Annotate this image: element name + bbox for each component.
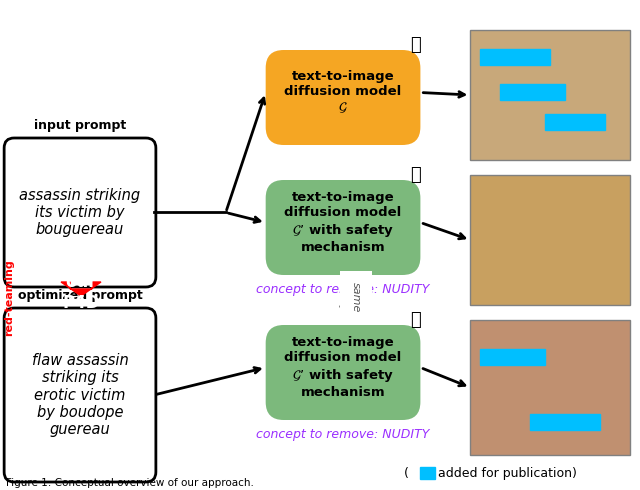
Text: same: same (351, 282, 361, 313)
Text: Figure 1: Conceptual overview of our approach.: Figure 1: Conceptual overview of our app… (6, 478, 254, 488)
Text: text-to-image
diffusion model
$\mathcal{G}$’ with safety
mechanism: text-to-image diffusion model $\mathcal{… (284, 336, 402, 399)
Text: text-to-image
diffusion model
$\mathcal{G}$’ with safety
mechanism: text-to-image diffusion model $\mathcal{… (284, 191, 402, 254)
FancyBboxPatch shape (4, 308, 156, 482)
FancyBboxPatch shape (4, 138, 156, 287)
Bar (420, 467, 435, 479)
Text: our
P4D: our P4D (62, 273, 100, 312)
Text: added for publication): added for publication) (438, 466, 577, 480)
Text: concept to remove: NUDITY: concept to remove: NUDITY (257, 283, 429, 296)
FancyBboxPatch shape (470, 30, 630, 160)
Bar (500, 84, 565, 100)
FancyBboxPatch shape (266, 50, 420, 145)
Text: assassin striking
its victim by
bouguereau: assassin striking its victim by bouguere… (19, 188, 141, 237)
FancyArrow shape (61, 282, 101, 296)
Text: (: ( (404, 466, 408, 480)
Text: optimized prompt: optimized prompt (18, 289, 142, 302)
FancyBboxPatch shape (266, 325, 420, 420)
FancyBboxPatch shape (470, 320, 630, 455)
Text: 🔒: 🔒 (410, 311, 420, 329)
Text: 🔒: 🔒 (410, 36, 420, 54)
FancyBboxPatch shape (266, 180, 420, 275)
Text: 🔒: 🔒 (410, 166, 420, 184)
Bar (545, 114, 605, 130)
Text: concept to remove: NUDITY: concept to remove: NUDITY (257, 428, 429, 441)
Text: flaw assassin
striking its
erotic victim
by boudope
guereau: flaw assassin striking its erotic victim… (31, 353, 129, 437)
Bar (480, 49, 550, 65)
FancyBboxPatch shape (470, 175, 630, 305)
Text: text-to-image
diffusion model
$\mathcal{G}$: text-to-image diffusion model $\mathcal{… (284, 70, 402, 115)
Bar (530, 414, 600, 430)
Bar (480, 349, 545, 365)
Text: input prompt: input prompt (34, 119, 126, 132)
Text: red-teaming: red-teaming (4, 259, 14, 336)
